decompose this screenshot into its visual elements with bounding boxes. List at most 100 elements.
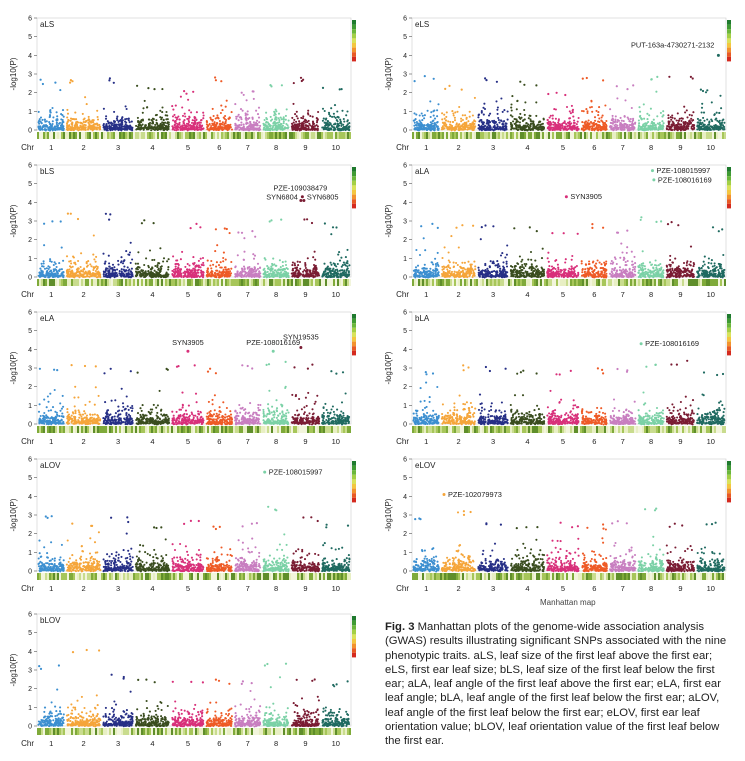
- snp-point: [153, 273, 156, 277]
- snp-point: [432, 77, 435, 80]
- snp-point: [602, 123, 605, 126]
- snp-point: [142, 107, 145, 110]
- chr-tick-label: 6: [217, 143, 221, 152]
- snp-point: [230, 111, 233, 114]
- snp-point: [207, 274, 210, 277]
- snp-point: [187, 117, 190, 120]
- snp-point: [429, 115, 432, 119]
- snp-point: [71, 271, 74, 274]
- snp-point: [453, 119, 457, 122]
- snp-point: [179, 258, 182, 261]
- snp-point: [494, 126, 497, 129]
- snp-point: [116, 115, 119, 118]
- snp-point: [276, 121, 279, 124]
- snp-point: [96, 267, 99, 270]
- snp-point: [163, 126, 166, 129]
- snp-point: [66, 126, 69, 129]
- snp-point: [576, 120, 579, 123]
- snp-point: [286, 127, 289, 130]
- snp-point: [229, 272, 233, 275]
- snp-point: [62, 115, 65, 118]
- snp-point: [240, 118, 243, 121]
- snp-point: [198, 128, 201, 131]
- snp-point: [143, 219, 146, 222]
- snp-point: [66, 271, 69, 274]
- snp-point: [541, 128, 544, 131]
- snp-point: [712, 126, 715, 129]
- snp-point: [287, 276, 290, 279]
- snp-point: [49, 111, 52, 114]
- snp-point: [328, 113, 331, 116]
- snp-point: [40, 122, 43, 125]
- snp-point: [323, 109, 326, 113]
- snp-point: [130, 120, 133, 123]
- density-bin: [119, 132, 121, 139]
- snp-point: [619, 123, 622, 126]
- snp-point: [43, 125, 46, 128]
- snp-point: [255, 124, 258, 127]
- snp-point: [715, 111, 718, 114]
- snp-point: [201, 256, 205, 260]
- density-bin: [221, 132, 223, 139]
- density-bin: [339, 132, 341, 139]
- snp-point: [586, 111, 589, 115]
- snp-point: [108, 124, 111, 127]
- snp-point: [213, 275, 216, 278]
- density-bin: [135, 132, 137, 139]
- density-bin: [562, 132, 564, 139]
- chr-tick-label: 1: [49, 143, 53, 152]
- snp-point: [220, 80, 223, 83]
- density-bin: [97, 132, 99, 139]
- snp-point: [70, 123, 73, 126]
- snp-point: [171, 125, 174, 128]
- snp-point: [103, 275, 106, 278]
- snp-point: [179, 128, 182, 131]
- snp-point: [84, 96, 87, 99]
- snp-point: [205, 123, 208, 126]
- snp-point: [532, 123, 535, 126]
- snp-point: [157, 262, 160, 265]
- snp-point: [686, 116, 689, 119]
- snp-point: [185, 92, 188, 95]
- snp-point: [719, 94, 722, 97]
- density-bin: [335, 132, 337, 139]
- snp-point: [68, 265, 72, 268]
- snp-point: [616, 121, 619, 124]
- snp-point: [417, 129, 420, 132]
- snp-point: [191, 119, 194, 122]
- panel-title: aLS: [40, 20, 54, 29]
- density-bin: [462, 132, 464, 139]
- snp-point: [147, 270, 150, 273]
- snp-point: [690, 114, 693, 117]
- chr-tick-label: 6: [592, 143, 596, 152]
- snp-point: [648, 114, 651, 117]
- snp-point: [598, 128, 601, 131]
- snp-point: [76, 217, 80, 221]
- snp-point: [518, 121, 521, 124]
- snp-point: [458, 123, 461, 126]
- snp-point: [97, 270, 100, 273]
- snp-point: [431, 122, 434, 125]
- snp-point: [213, 272, 216, 275]
- snp-point: [120, 256, 123, 259]
- snp-point: [259, 272, 262, 275]
- snp-point: [94, 260, 97, 263]
- snp-point: [274, 124, 277, 127]
- snp-point: [473, 120, 476, 123]
- snp-point: [211, 119, 214, 122]
- snp-point: [45, 273, 48, 276]
- snp-point: [222, 256, 225, 260]
- snp-point: [209, 116, 212, 119]
- snp-point: [248, 265, 251, 269]
- snp-point: [239, 127, 242, 130]
- snp-point: [342, 123, 345, 126]
- snp-point: [167, 273, 170, 276]
- snp-point: [74, 263, 77, 266]
- snp-point: [153, 258, 156, 261]
- snp-point: [220, 104, 223, 107]
- density-bin: [694, 132, 696, 139]
- snp-point: [185, 270, 188, 273]
- snp-point: [685, 126, 688, 129]
- snp-point: [282, 118, 285, 121]
- snp-point: [150, 268, 153, 271]
